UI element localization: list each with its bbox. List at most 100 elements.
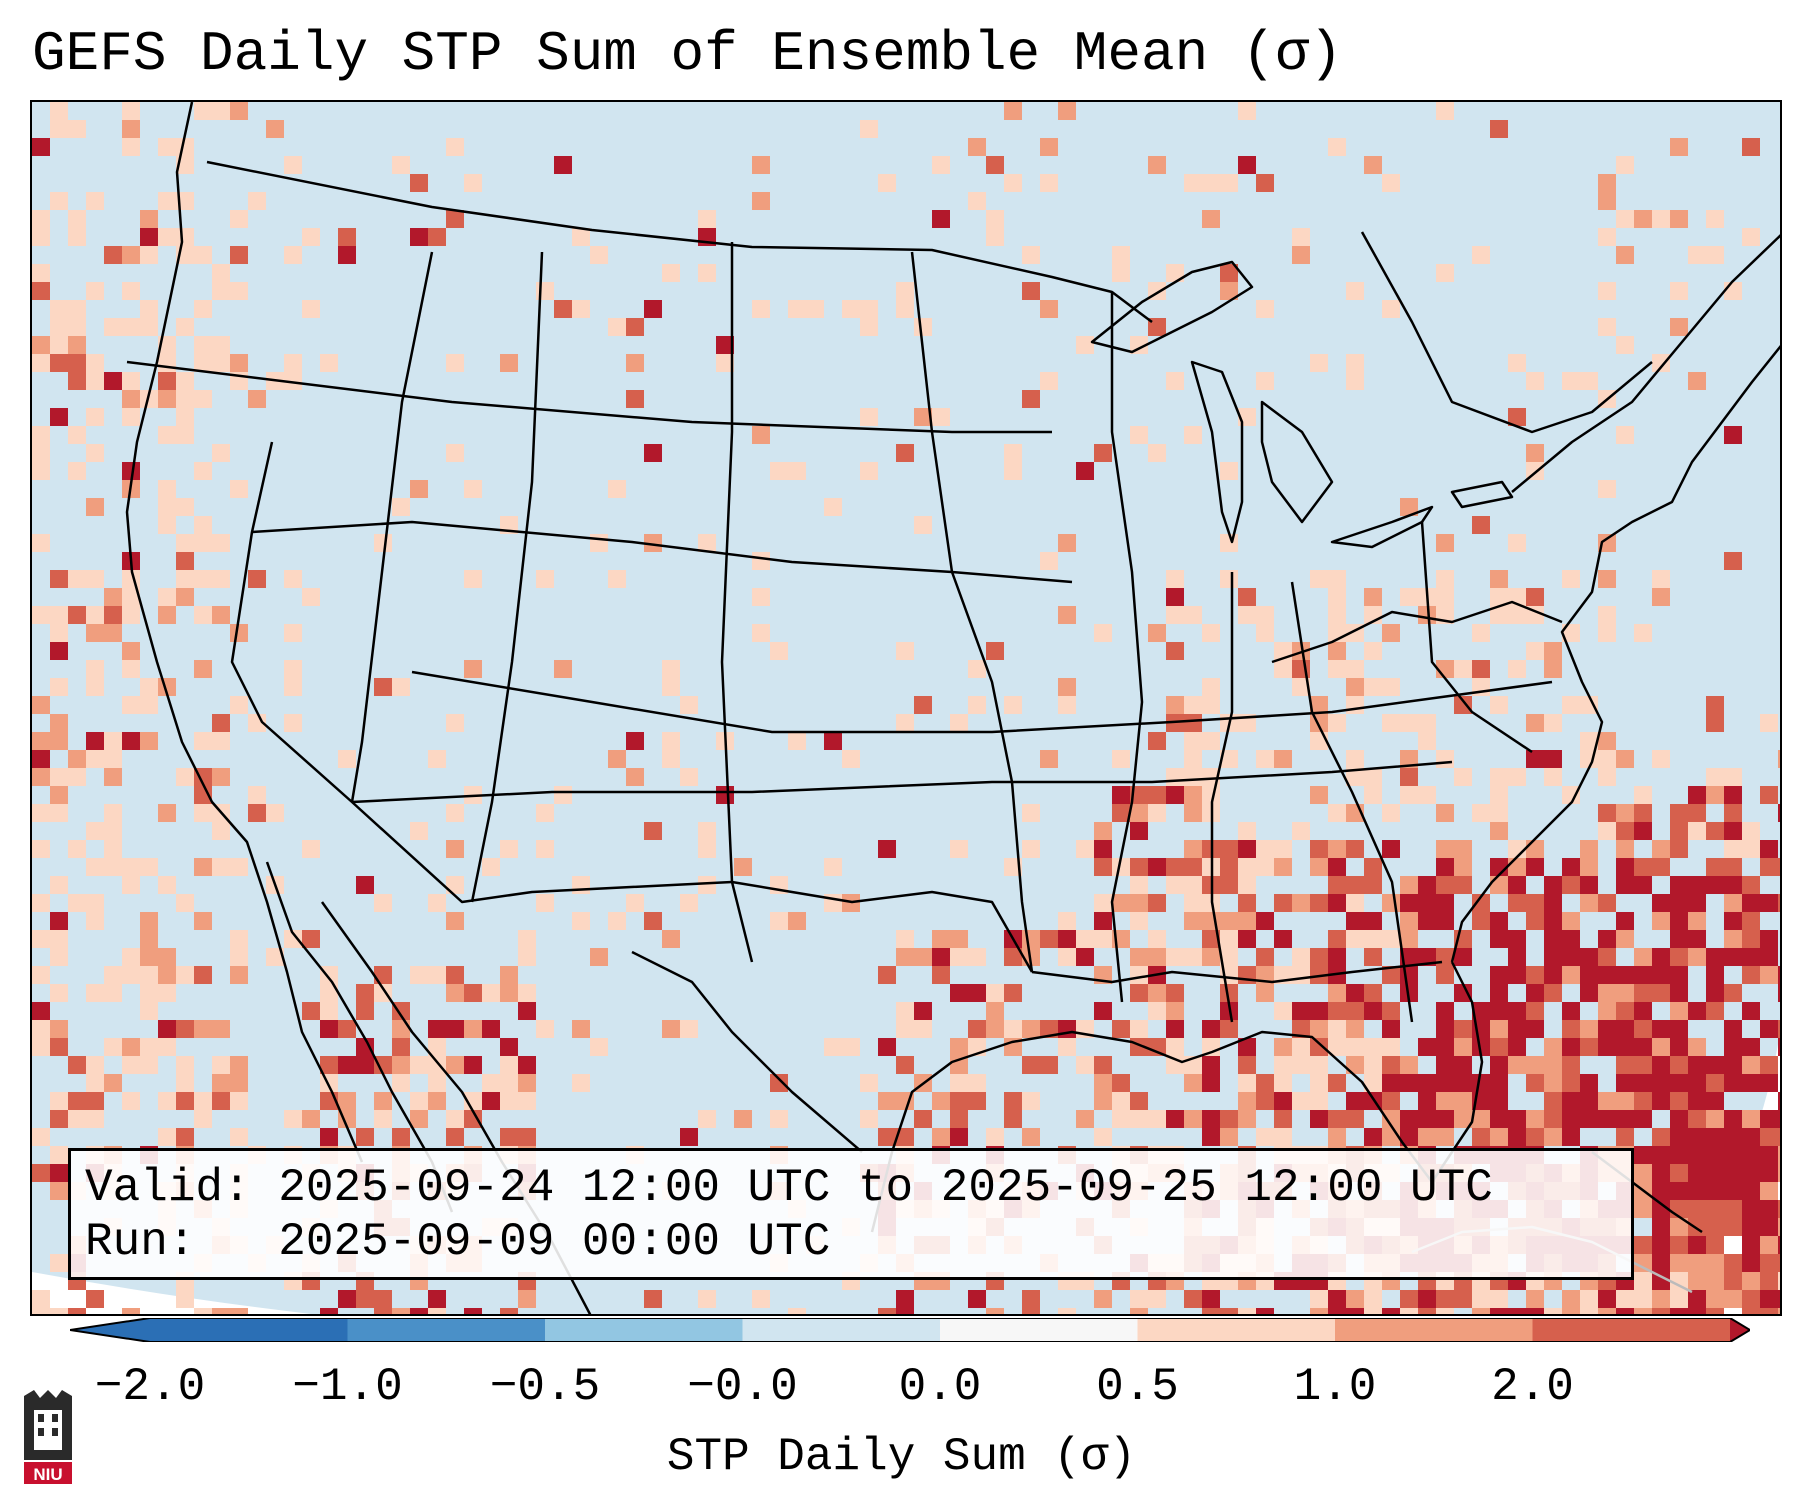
stp-cell — [1364, 876, 1382, 894]
stp-cell — [1652, 1164, 1670, 1182]
stp-cell — [1004, 1020, 1022, 1038]
stp-cell — [1364, 984, 1382, 1002]
stp-cell — [950, 714, 968, 732]
stp-cell — [770, 1074, 788, 1092]
stp-cell — [1472, 624, 1490, 642]
stp-cell — [194, 606, 212, 624]
stp-cell — [1778, 1092, 1780, 1110]
stp-cell — [1220, 858, 1238, 876]
stp-cell — [122, 390, 140, 408]
stp-cell — [50, 642, 68, 660]
stp-cell — [428, 1308, 446, 1314]
stp-cell — [50, 1182, 68, 1200]
stp-cell — [1580, 876, 1598, 894]
stp-cell — [914, 1110, 932, 1128]
niu-logo: NIU — [24, 1390, 72, 1484]
stp-cell — [1292, 1002, 1310, 1020]
stp-cell — [176, 426, 194, 444]
stp-cell — [122, 462, 140, 480]
stp-cell — [1778, 1290, 1780, 1308]
stp-cell — [32, 138, 50, 156]
stp-cell — [1346, 1092, 1364, 1110]
stp-cell — [752, 588, 770, 606]
stp-cell — [1616, 1056, 1634, 1074]
stp-cell — [1742, 948, 1760, 966]
stp-cell — [1202, 1020, 1220, 1038]
stp-cell — [1022, 804, 1040, 822]
stp-cell — [140, 246, 158, 264]
stp-cell — [1328, 1020, 1346, 1038]
stp-cell — [1184, 750, 1202, 768]
stp-cell — [1292, 228, 1310, 246]
stp-cell — [1346, 678, 1364, 696]
stp-cell — [1058, 534, 1076, 552]
stp-cell — [986, 1128, 1004, 1146]
stp-cell — [1490, 984, 1508, 1002]
stp-cell — [1418, 1038, 1436, 1056]
stp-cell — [500, 354, 518, 372]
stp-cell — [1634, 1290, 1652, 1308]
stp-cell — [392, 1308, 410, 1314]
stp-cell — [464, 570, 482, 588]
stp-cell — [1670, 894, 1688, 912]
stp-cell — [1004, 102, 1022, 120]
stp-cell — [626, 318, 644, 336]
stp-cell — [158, 354, 176, 372]
stp-cell — [1436, 588, 1454, 606]
stp-cell — [1688, 1272, 1706, 1290]
stp-cell — [50, 354, 68, 372]
stp-cell — [1022, 1308, 1040, 1314]
stp-cell — [1724, 930, 1742, 948]
stp-cell — [140, 210, 158, 228]
stp-cell — [1274, 750, 1292, 768]
stp-cell — [1418, 876, 1436, 894]
stp-cell — [1724, 894, 1742, 912]
stp-cell — [1760, 786, 1778, 804]
stp-cell — [1328, 570, 1346, 588]
stp-cell — [464, 660, 482, 678]
stp-cell — [1778, 1254, 1780, 1272]
stp-cell — [1742, 930, 1760, 948]
stp-cell — [1220, 840, 1238, 858]
stp-cell — [50, 1146, 68, 1164]
stp-cell — [1526, 1110, 1544, 1128]
stp-cell — [1526, 1290, 1544, 1308]
stp-cell — [158, 876, 176, 894]
stp-cell — [1706, 210, 1724, 228]
stp-cell — [1688, 1200, 1706, 1218]
stp-cell — [1508, 660, 1526, 678]
stp-cell — [1490, 912, 1508, 930]
stp-cell — [1616, 876, 1634, 894]
stp-cell — [104, 1074, 122, 1092]
stp-cell — [1706, 858, 1724, 876]
stp-cell — [428, 1020, 446, 1038]
stp-cell — [1508, 1056, 1526, 1074]
stp-cell — [1130, 984, 1148, 1002]
stp-cell — [1130, 786, 1148, 804]
stp-cell — [1670, 1056, 1688, 1074]
coastline-west — [125, 102, 364, 1163]
stp-cell — [1670, 318, 1688, 336]
stp-cell — [1616, 1038, 1634, 1056]
stp-cell — [1148, 1290, 1166, 1308]
stp-cell — [1202, 930, 1220, 948]
stp-cell — [338, 246, 356, 264]
stp-cell — [50, 318, 68, 336]
stp-cell — [122, 138, 140, 156]
stp-cell — [230, 948, 248, 966]
stp-cell — [194, 1110, 212, 1128]
stp-cell — [1472, 1002, 1490, 1020]
stp-cell — [572, 876, 590, 894]
stp-cell — [212, 444, 230, 462]
stp-cell — [1454, 768, 1472, 786]
stp-cell — [1670, 1272, 1688, 1290]
stp-cell — [86, 444, 104, 462]
stp-cell — [50, 786, 68, 804]
stp-cell — [1598, 192, 1616, 210]
stp-cell — [770, 1110, 788, 1128]
stp-cell — [788, 912, 806, 930]
stp-cell — [1436, 534, 1454, 552]
stp-cell — [1166, 570, 1184, 588]
stp-cell — [788, 462, 806, 480]
stp-cell — [32, 732, 50, 750]
